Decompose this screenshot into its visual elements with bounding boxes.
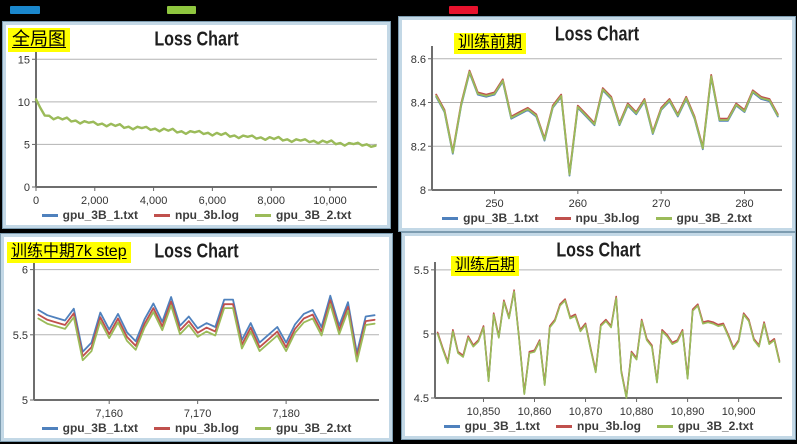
legend-label: gpu_3B_1.txt: [464, 419, 540, 433]
legend-dash-red: [154, 213, 170, 217]
chart-card-late-training: Loss Chart 训练后期 4.5 5 5.5 10,850 10,860 10,87…: [401, 232, 796, 440]
legend-dash-green: [255, 213, 271, 217]
legend-dash-green: [657, 424, 673, 428]
blue-marker: [10, 6, 40, 14]
chart-card-early-training: Loss Chart 训练前期 8 8.2 8.4 8.6 250 260 270 280 g…: [398, 16, 796, 232]
svg-text:270: 270: [652, 198, 670, 210]
legend-label: gpu_3B_2.txt: [276, 421, 352, 435]
svg-text:8: 8: [420, 185, 426, 197]
chart-plot: 0 5 10 15 0 2,000 4,000 6,000 8,000 10,000: [18, 51, 377, 207]
svg-text:6: 6: [22, 265, 28, 277]
legend-dash-blue: [443, 424, 460, 428]
svg-text:10: 10: [18, 97, 30, 109]
svg-text:280: 280: [735, 198, 753, 210]
annotation-mid-training: 训练中期7k step: [7, 242, 131, 263]
svg-text:10,000: 10,000: [313, 195, 347, 207]
svg-text:8.4: 8.4: [411, 98, 426, 110]
legend-item-gpu2: gpu_3B_2.txt: [655, 211, 752, 225]
legend-label: gpu_3B_1.txt: [463, 211, 539, 225]
legend-item-gpu2: gpu_3B_2.txt: [657, 419, 753, 433]
legend-dash-blue: [41, 426, 58, 430]
legend-item-npu: npu_3b.log: [554, 211, 640, 225]
svg-text:4.5: 4.5: [414, 393, 429, 405]
legend-dash-blue: [41, 213, 58, 217]
legend-label: npu_3b.log: [175, 421, 239, 435]
legend-dash-red: [556, 424, 572, 428]
legend-label: npu_3b.log: [577, 419, 641, 433]
svg-text:0: 0: [33, 195, 39, 207]
legend-label: npu_3b.log: [575, 211, 640, 225]
svg-text:260: 260: [569, 198, 587, 210]
legend-dash-green: [255, 426, 271, 430]
legend-item-gpu1: gpu_3B_1.txt: [41, 421, 138, 435]
red-marker: [449, 6, 478, 14]
legend-label: gpu_3B_1.txt: [62, 208, 138, 222]
chart-title: Loss Chart: [556, 239, 641, 262]
svg-text:8.6: 8.6: [411, 54, 426, 66]
legend-label: gpu_3B_2.txt: [276, 208, 352, 222]
svg-text:10,880: 10,880: [620, 406, 654, 418]
svg-text:7,170: 7,170: [184, 408, 212, 420]
svg-text:0: 0: [24, 182, 30, 194]
legend-item-gpu2: gpu_3B_2.txt: [255, 421, 351, 435]
svg-text:8.2: 8.2: [411, 141, 426, 153]
svg-text:5: 5: [24, 139, 30, 151]
svg-text:10,890: 10,890: [671, 406, 705, 418]
legend-dash-red: [554, 216, 571, 220]
svg-text:7,160: 7,160: [95, 408, 123, 420]
chart-legend: gpu_3B_1.txt npu_3b.log gpu_3B_2.txt: [405, 419, 792, 433]
legend-dash-red: [154, 426, 170, 430]
chart-legend: gpu_3B_1.txt npu_3b.log gpu_3B_2.txt: [4, 421, 389, 435]
legend-item-gpu2: gpu_3B_2.txt: [255, 208, 351, 222]
chart-title: Loss Chart: [554, 23, 640, 46]
legend-item-npu: npu_3b.log: [154, 208, 239, 222]
svg-text:10,870: 10,870: [569, 406, 603, 418]
legend-item-npu: npu_3b.log: [556, 419, 641, 433]
svg-text:7,180: 7,180: [272, 408, 300, 420]
legend-dash-green: [655, 216, 672, 220]
chart-legend: gpu_3B_1.txt npu_3b.log gpu_3B_2.txt: [6, 208, 387, 222]
svg-text:5: 5: [22, 395, 28, 407]
chart-plot: 5 5.5 6 7,160 7,170 7,180: [13, 263, 379, 420]
svg-text:250: 250: [485, 198, 503, 210]
legend-label: gpu_3B_2.txt: [678, 419, 754, 433]
svg-text:4,000: 4,000: [140, 195, 168, 207]
svg-text:2,000: 2,000: [81, 195, 109, 207]
legend-item-gpu1: gpu_3B_1.txt: [443, 419, 540, 433]
chart-card-overview: Loss Chart 全局图 0 5 10 15 0 2,000 4,000 6,000 8,0…: [2, 21, 391, 229]
chart-title: Loss Chart: [154, 240, 239, 263]
chart-plot: 8 8.2 8.4 8.6 250 260 270 280: [411, 46, 782, 210]
annotation-global-view: 全局图: [8, 28, 70, 52]
svg-text:10,900: 10,900: [722, 406, 756, 418]
green-marker: [167, 6, 196, 14]
svg-text:15: 15: [18, 54, 30, 66]
legend-label: gpu_3B_1.txt: [62, 421, 138, 435]
svg-text:5.5: 5.5: [13, 330, 28, 342]
legend-item-gpu1: gpu_3B_1.txt: [442, 211, 539, 225]
chart-card-mid-training: Loss Chart 训练中期7k step 5 5.5 6 7,160 7,170 7,…: [0, 233, 393, 442]
svg-text:10,850: 10,850: [467, 406, 501, 418]
chart-title: Loss Chart: [154, 28, 239, 51]
legend-label: gpu_3B_2.txt: [676, 211, 752, 225]
svg-text:5.5: 5.5: [414, 265, 429, 277]
annotation-late-training: 训练后期: [451, 256, 520, 276]
svg-text:6,000: 6,000: [199, 195, 227, 207]
legend-dash-blue: [442, 216, 459, 220]
svg-text:10,860: 10,860: [518, 406, 552, 418]
legend-item-npu: npu_3b.log: [154, 421, 239, 435]
legend-label: npu_3b.log: [175, 208, 239, 222]
annotation-early-training: 训练前期: [454, 33, 527, 54]
chart-plot: 4.5 5 5.5 10,850 10,860 10,870 10,880 10,890 10,…: [414, 262, 782, 418]
svg-text:8,000: 8,000: [257, 195, 285, 207]
chart-legend: gpu_3B_1.txt npu_3b.log gpu_3B_2.txt: [402, 211, 792, 225]
svg-text:5: 5: [423, 329, 429, 341]
legend-item-gpu1: gpu_3B_1.txt: [41, 208, 138, 222]
